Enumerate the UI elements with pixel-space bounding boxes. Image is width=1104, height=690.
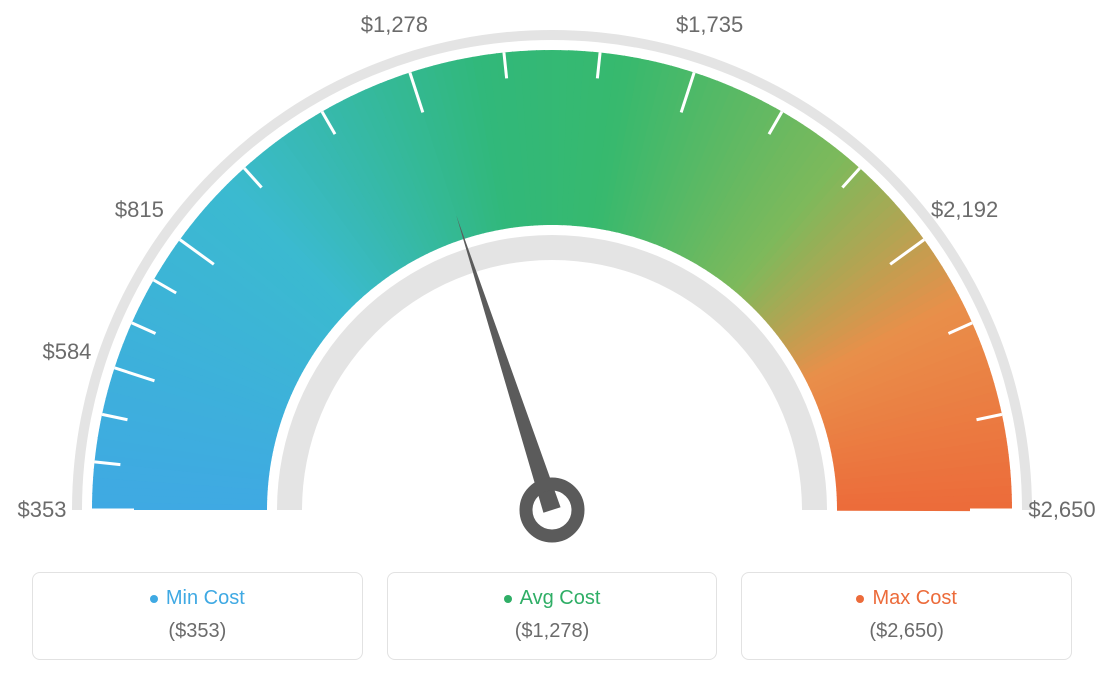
legend-title-min: Min Cost	[150, 587, 245, 610]
legend-title-max: Max Cost	[856, 587, 956, 610]
legend-dot-min	[150, 595, 158, 603]
tick-label: $2,192	[931, 197, 998, 223]
tick-label: $2,650	[1028, 497, 1095, 523]
legend-label-min: Min Cost	[166, 587, 245, 610]
legend-value-min: ($353)	[43, 620, 352, 643]
legend-label-max: Max Cost	[872, 587, 956, 610]
legend-title-avg: Avg Cost	[504, 587, 601, 610]
cost-gauge-chart: $353 $584 $815 $1,278 $1,735 $2,192 $2,650 Min…	[0, 0, 1104, 690]
color-band	[92, 50, 1012, 511]
gauge-svg	[0, 0, 1104, 560]
legend-row: Min Cost ($353) Avg Cost ($1,278) Max Co…	[32, 572, 1072, 660]
legend-dot-avg	[504, 595, 512, 603]
legend-value-avg: ($1,278)	[398, 620, 707, 643]
gauge-area: $353 $584 $815 $1,278 $1,735 $2,192 $2,650	[0, 0, 1104, 560]
tick-label: $584	[42, 339, 91, 365]
legend-dot-max	[856, 595, 864, 603]
legend-value-max: ($2,650)	[752, 620, 1061, 643]
tick-label: $353	[18, 497, 67, 523]
tick-label: $1,735	[676, 12, 743, 38]
tick-label: $1,278	[361, 12, 428, 38]
legend-card-max: Max Cost ($2,650)	[741, 572, 1072, 660]
legend-card-min: Min Cost ($353)	[32, 572, 363, 660]
legend-card-avg: Avg Cost ($1,278)	[387, 572, 718, 660]
tick-label: $815	[115, 197, 164, 223]
legend-label-avg: Avg Cost	[520, 587, 601, 610]
